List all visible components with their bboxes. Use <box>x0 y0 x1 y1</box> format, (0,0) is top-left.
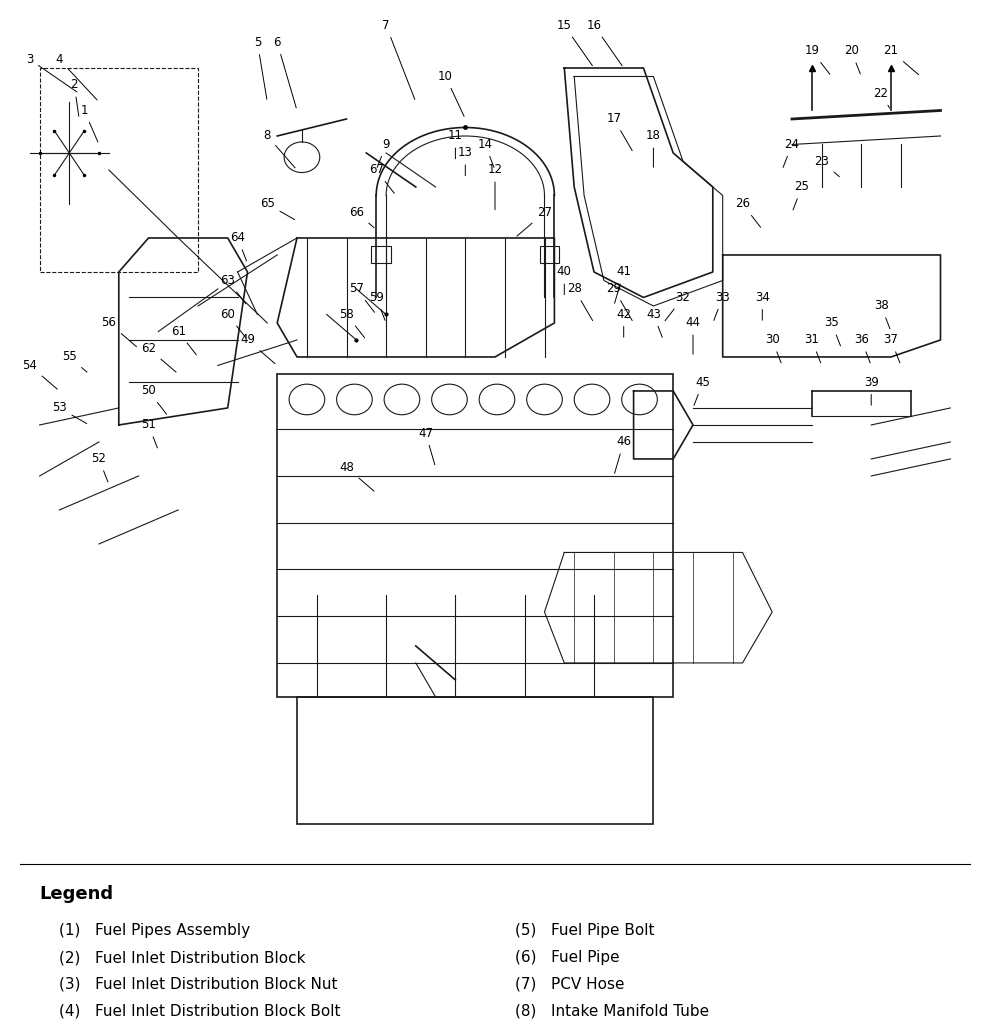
Text: (8)   Intake Manifold Tube: (8) Intake Manifold Tube <box>515 1004 709 1019</box>
Text: 31: 31 <box>804 334 821 362</box>
Text: 62: 62 <box>141 342 176 372</box>
Text: 33: 33 <box>714 291 730 321</box>
Text: 61: 61 <box>170 325 196 354</box>
Text: 15: 15 <box>556 19 592 66</box>
Text: 12: 12 <box>487 164 503 210</box>
Text: 47: 47 <box>418 427 435 465</box>
Text: 54: 54 <box>22 359 57 389</box>
Text: 3: 3 <box>26 53 77 92</box>
Text: 64: 64 <box>230 231 247 261</box>
Text: 4: 4 <box>55 53 97 100</box>
Text: (3)   Fuel Inlet Distribution Block Nut: (3) Fuel Inlet Distribution Block Nut <box>59 977 338 992</box>
Text: 43: 43 <box>645 308 662 337</box>
Text: 18: 18 <box>645 129 661 167</box>
Text: 36: 36 <box>853 334 870 362</box>
Text: 19: 19 <box>804 44 830 75</box>
Text: 58: 58 <box>340 308 364 338</box>
Text: 32: 32 <box>665 291 691 321</box>
Text: 28: 28 <box>566 283 593 321</box>
Text: 37: 37 <box>883 334 900 362</box>
Text: (5)   Fuel Pipe Bolt: (5) Fuel Pipe Bolt <box>515 923 654 938</box>
Text: 51: 51 <box>141 419 157 447</box>
Text: 23: 23 <box>814 155 840 177</box>
Text: 41: 41 <box>615 265 632 303</box>
Text: 67: 67 <box>368 164 394 194</box>
Text: 50: 50 <box>142 384 166 415</box>
Text: 25: 25 <box>793 180 810 210</box>
Text: (6)   Fuel Pipe: (6) Fuel Pipe <box>515 950 620 965</box>
Text: 21: 21 <box>883 44 919 75</box>
Text: 55: 55 <box>62 350 87 372</box>
Text: 48: 48 <box>339 461 374 492</box>
Text: 6: 6 <box>273 36 296 108</box>
Text: 11: 11 <box>447 129 463 159</box>
Text: 14: 14 <box>477 138 494 167</box>
Text: 24: 24 <box>783 138 800 167</box>
Text: 40: 40 <box>556 265 572 295</box>
Text: 29: 29 <box>606 283 633 321</box>
Text: 26: 26 <box>735 198 760 227</box>
Text: (4)   Fuel Inlet Distribution Block Bolt: (4) Fuel Inlet Distribution Block Bolt <box>59 1004 341 1019</box>
Text: 45: 45 <box>694 376 711 406</box>
Text: (2)   Fuel Inlet Distribution Block: (2) Fuel Inlet Distribution Block <box>59 950 306 965</box>
Text: 49: 49 <box>240 334 275 364</box>
Text: 60: 60 <box>220 308 246 338</box>
Text: 59: 59 <box>368 291 385 321</box>
Text: 65: 65 <box>259 198 295 219</box>
Text: 38: 38 <box>874 299 890 329</box>
Text: 66: 66 <box>348 206 374 227</box>
Text: 16: 16 <box>586 19 622 66</box>
Text: 63: 63 <box>220 274 246 304</box>
Text: 39: 39 <box>863 376 879 406</box>
Text: 10: 10 <box>438 70 464 117</box>
Text: 35: 35 <box>825 316 841 346</box>
Text: 52: 52 <box>91 453 108 482</box>
Text: (1)   Fuel Pipes Assembly: (1) Fuel Pipes Assembly <box>59 923 250 938</box>
Text: 1: 1 <box>80 104 98 142</box>
Text: 20: 20 <box>843 44 860 74</box>
Text: 30: 30 <box>765 334 781 362</box>
Text: 57: 57 <box>348 283 374 312</box>
Text: 42: 42 <box>616 308 632 337</box>
Text: 8: 8 <box>263 129 295 168</box>
Text: 22: 22 <box>873 87 890 109</box>
Text: 46: 46 <box>615 435 632 473</box>
Text: 53: 53 <box>52 401 87 424</box>
Text: Legend: Legend <box>40 885 114 903</box>
Text: 7: 7 <box>382 19 415 99</box>
Text: 5: 5 <box>253 36 267 99</box>
Text: 56: 56 <box>101 316 137 347</box>
Text: 2: 2 <box>70 79 79 117</box>
Text: 27: 27 <box>517 206 552 237</box>
Text: (7)   PCV Hose: (7) PCV Hose <box>515 977 625 992</box>
Text: 44: 44 <box>685 316 701 354</box>
Text: 17: 17 <box>606 113 633 151</box>
Text: 34: 34 <box>754 291 770 321</box>
Text: 13: 13 <box>457 146 473 176</box>
Text: 9: 9 <box>377 138 390 167</box>
